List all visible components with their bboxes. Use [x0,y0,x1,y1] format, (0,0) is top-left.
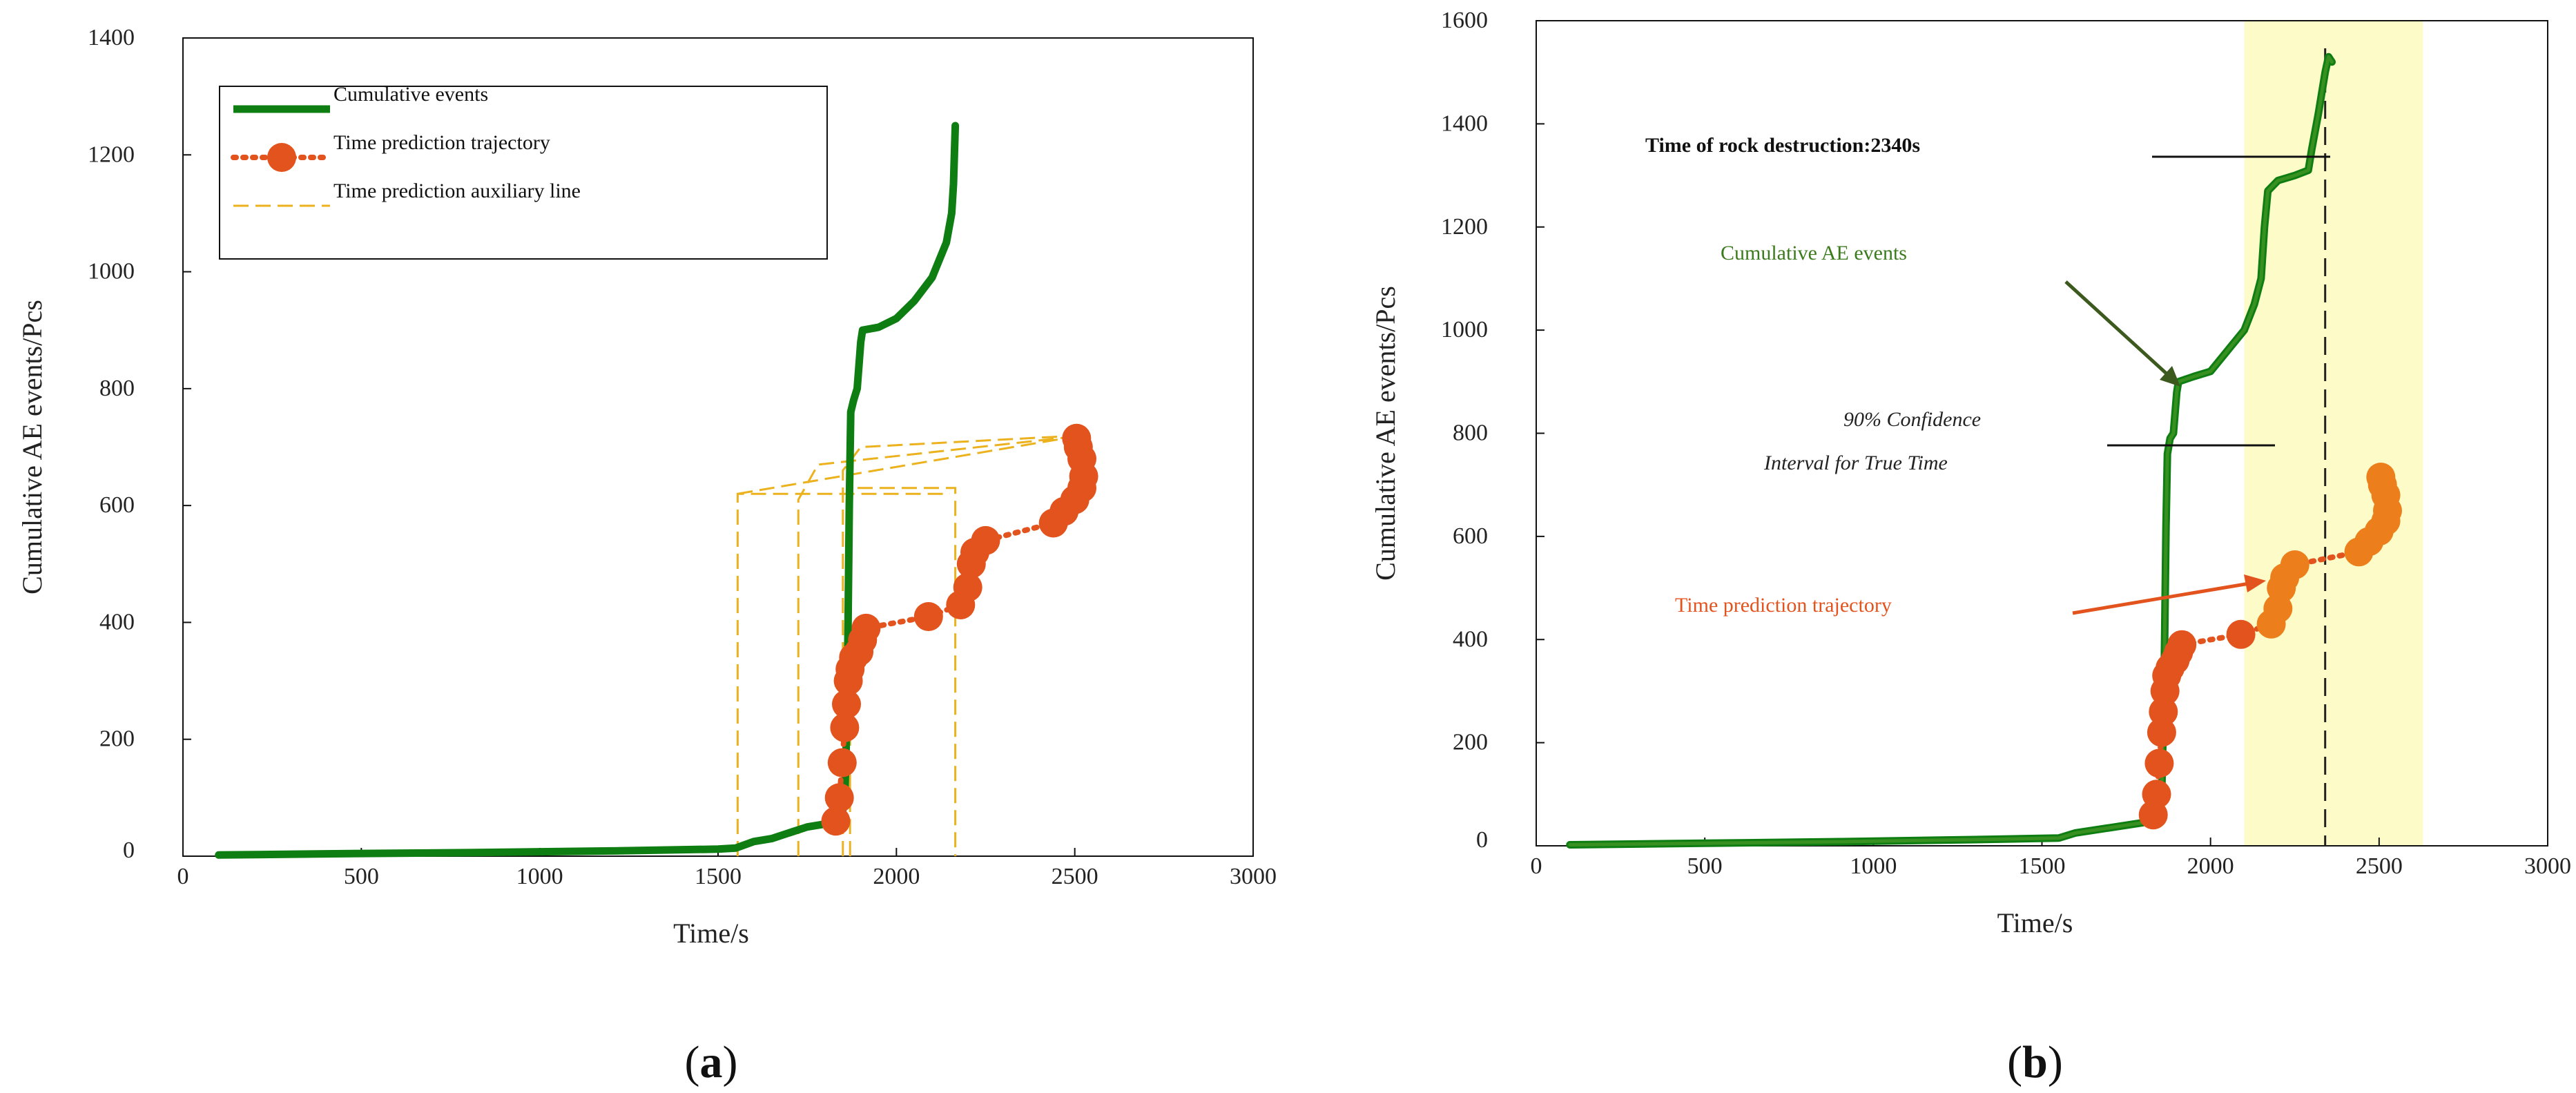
prediction-point [2142,780,2171,809]
x-tick-label: 1500 [2019,853,2066,879]
y-tick-label: 400 [99,609,135,635]
prediction-point [830,713,860,742]
annotation-trajectory: Time prediction trajectory [1675,594,1892,617]
prediction-point [832,689,861,719]
y-tick-label: 0 [123,838,135,863]
y-tick-label: 600 [99,492,135,518]
x-axis-label: Time/s [673,918,749,949]
y-tick-label: 1400 [1441,110,1488,136]
prediction-point [824,783,854,813]
y-axis-label: Cumulative AE events/Pcs [17,300,48,594]
x-tick-label: 3000 [2524,853,2571,879]
x-tick-label: 500 [1687,853,1723,879]
auxiliary-line [849,487,957,856]
y-tick-label: 400 [1453,626,1488,652]
y-axis-label: Cumulative AE events/Pcs [1370,286,1401,581]
annotation-confidence-line1: 90% Confidence [1843,408,1981,431]
y-tick-label: 1000 [88,259,135,284]
y-tick-label: 600 [1453,523,1488,549]
y-tick-label: 1600 [1441,8,1488,33]
annotation-destruction-time: Time of rock destruction:2340s [1645,134,1920,157]
prediction-point [2167,630,2197,659]
x-tick-label: 3000 [1230,864,1277,889]
x-tick-label: 2000 [873,864,920,889]
cumulative-events-line [1566,52,2336,849]
x-tick-label: 1500 [695,864,742,889]
panel-a-chart: 0 500 1000 1500 2000 2500 3000 0 200 400 600 800 100… [17,25,1277,1087]
y-tick-label: 200 [99,726,135,752]
annotation-cumulative-ae: Cumulative AE events [1721,242,1907,264]
prediction-point [913,602,943,631]
y-tick-label: 200 [1453,730,1488,755]
annotation-trajectory-arrow-head [2244,574,2266,592]
auxiliary-line [842,434,1083,856]
prediction-point [2149,697,2178,726]
panel-label-letter: b [2022,1037,2048,1087]
legend-label: Cumulative events [333,83,488,106]
prediction-point [2147,717,2176,747]
prediction-point [821,806,851,836]
panel-label-letter: a [700,1037,723,1087]
panel-label-paren: ) [723,1037,738,1087]
x-tick-label: 0 [177,864,189,889]
prediction-point [953,572,982,602]
y-tick-label: 1000 [1441,317,1488,342]
prediction-point [2144,748,2174,778]
legend-label: Time prediction trajectory [333,131,550,154]
panel-label-paren: ( [685,1037,700,1087]
legend-label: Time prediction auxiliary line [333,180,581,202]
cumulative-events-line-highlight [1568,55,2334,847]
x-tick-label: 0 [1531,853,1542,879]
prediction-point [2226,619,2256,649]
annotation-trajectory-arrow-shaft [2072,581,2250,615]
y-tick-label: 0 [1476,827,1488,853]
prediction-point [851,613,881,643]
prediction-point [2366,463,2396,492]
x-tick-label: 500 [344,864,379,889]
auxiliary-line [737,434,1083,495]
annotation-cumulative-arrow-shaft [2064,280,2169,376]
panel-b-chart: 0 500 1000 1500 2000 2500 3000 0 200 400 600 800 100… [1370,8,2571,1087]
y-tick-label: 1200 [88,142,135,167]
legend-swatch-marker [267,143,296,172]
panel-label: (a) [685,1037,738,1087]
x-tick-label: 2500 [2356,853,2403,879]
y-tick-label: 800 [1453,420,1488,446]
prediction-point [1062,423,1092,453]
prediction-point [971,525,1000,555]
y-tick-label: 800 [99,376,135,401]
prediction-point [827,748,857,777]
y-tick-label: 1400 [88,25,135,50]
legend-box [219,86,828,260]
x-tick-label: 1000 [516,864,563,889]
x-tick-label: 2000 [2187,853,2234,879]
annotation-confidence-line2: Interval for True Time [1763,452,1948,474]
x-axis-label: Time/s [1997,907,2073,938]
confidence-interval-band [2244,21,2423,846]
x-tick-label: 1000 [1850,853,1897,879]
prediction-point [2280,550,2309,579]
panel-label-paren: ( [2007,1037,2022,1087]
cumulative-events-line [215,122,960,859]
panel-label: (b) [2007,1037,2063,1087]
annotation-cumulative-arrow-head [2160,366,2180,387]
y-tick-label: 1200 [1441,214,1488,240]
panel-label-paren: ) [2048,1037,2063,1087]
x-tick-label: 2500 [1052,864,1098,889]
